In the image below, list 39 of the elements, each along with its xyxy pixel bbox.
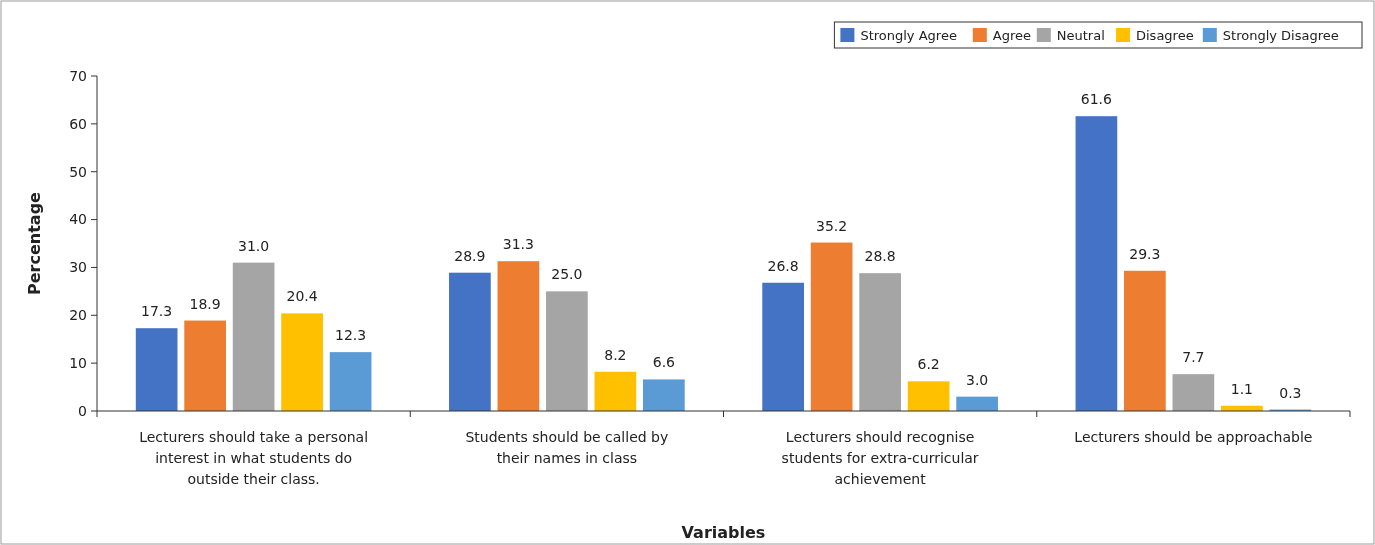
y-tick-label: 50: [69, 163, 87, 180]
legend-label: Disagree: [1136, 27, 1194, 43]
data-label: 28.8: [864, 248, 896, 265]
data-label: 28.9: [454, 247, 486, 264]
x-axis-title: Variables: [681, 523, 766, 542]
y-tick-label: 30: [69, 259, 87, 276]
data-label: 12.3: [335, 327, 367, 344]
legend-label: Strongly Agree: [860, 27, 957, 43]
legend-label: Strongly Disagree: [1222, 27, 1339, 43]
y-tick-label: 20: [69, 307, 87, 324]
data-label: 17.3: [141, 303, 173, 320]
x-tick-label: Lecturers should recognise students for extra-curricular achievement: [781, 429, 979, 487]
x-tick-label: Lecturers should be approachable: [1074, 429, 1313, 445]
x-tick-label: Students should be called by their names in class: [465, 429, 669, 466]
data-label: 26.8: [767, 257, 799, 274]
data-label: 18.9: [189, 295, 221, 312]
data-label: 31.3: [502, 236, 534, 253]
y-tick-label: 40: [69, 211, 87, 228]
legend-label: Agree: [992, 27, 1031, 43]
data-label: 8.2: [604, 346, 627, 363]
data-label: 7.7: [1182, 349, 1205, 366]
y-tick-label: 0: [78, 402, 87, 419]
y-axis-title: Percentage: [25, 191, 44, 295]
data-label: 61.6: [1080, 91, 1113, 108]
data-label: 20.4: [286, 288, 318, 305]
data-label: 6.2: [917, 356, 940, 373]
x-tick-label: Lecturers should take a personal interest in what students do outside their class.: [139, 429, 369, 487]
data-label: 25.0: [551, 266, 583, 283]
y-tick-label: 70: [69, 67, 87, 84]
data-label: 29.3: [1129, 245, 1161, 262]
y-tick-label: 60: [69, 115, 87, 132]
data-label: 6.6: [652, 354, 676, 371]
data-label: 1.1: [1230, 380, 1253, 397]
data-label: 0.3: [1279, 384, 1302, 401]
y-tick-label: 10: [69, 355, 87, 372]
data-label: 3.0: [965, 371, 989, 388]
data-label: 35.2: [816, 217, 848, 234]
data-label: 31.0: [238, 237, 270, 254]
legend-label: Neutral: [1056, 27, 1105, 43]
